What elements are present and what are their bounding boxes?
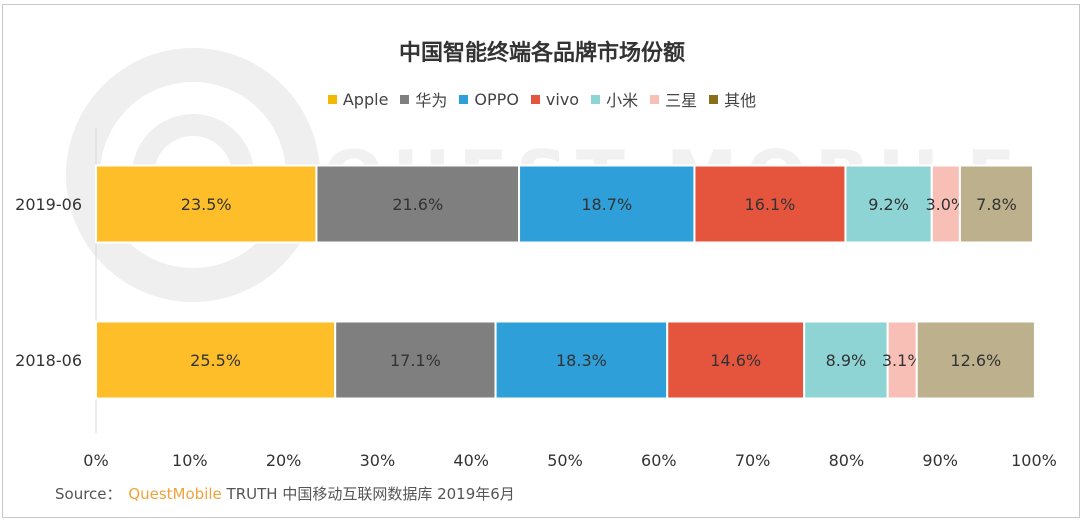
data-label: 18.7% bbox=[581, 195, 632, 214]
legend-item: 华为 bbox=[400, 87, 447, 111]
source-brand: QuestMobile bbox=[128, 485, 222, 503]
source-prefix: Source： bbox=[55, 485, 122, 503]
chart-plot: 23.5% 21.6% 18.7% 16.1% 9.2% 3.0% 7.8% 2019-06 2… bbox=[15, 128, 1057, 470]
source-note: Source： QuestMobile TRUTH 中国移动互联网数据库 201… bbox=[55, 483, 515, 504]
x-tick-label: 50% bbox=[547, 451, 583, 470]
legend-label: 三星 bbox=[665, 91, 698, 110]
x-tick-label: 40% bbox=[453, 451, 489, 470]
chart-legend: Apple 华为 OPPO vivo 小米 三星 其他 bbox=[3, 87, 1081, 111]
bar-segment bbox=[930, 164, 961, 244]
bar-segment bbox=[315, 164, 521, 244]
data-label: 17.1% bbox=[390, 351, 441, 370]
legend-label: Apple bbox=[342, 89, 389, 109]
bar-segment bbox=[915, 320, 1036, 400]
data-label: 3.1% bbox=[882, 351, 923, 370]
data-label: 21.6% bbox=[392, 195, 443, 214]
x-tick-label: 70% bbox=[735, 451, 771, 470]
x-tick-label: 100% bbox=[1011, 451, 1057, 470]
legend-item: 三星 bbox=[650, 87, 697, 111]
bar-segment bbox=[334, 320, 497, 400]
chart-title: 中国智能终端各品牌市场份额 bbox=[398, 41, 685, 66]
data-label: 18.3% bbox=[556, 351, 607, 370]
bar-segment bbox=[844, 164, 933, 244]
legend-swatch bbox=[650, 94, 660, 104]
legend-item: Apple bbox=[327, 87, 389, 111]
source-rest: TRUTH 中国移动互联网数据库 2019年6月 bbox=[226, 485, 515, 503]
legend-item: 小米 bbox=[591, 87, 638, 111]
data-label: 12.6% bbox=[950, 351, 1001, 370]
bar-segment bbox=[95, 320, 337, 400]
legend-item: OPPO bbox=[459, 87, 519, 111]
data-label: 23.5% bbox=[181, 195, 232, 214]
bar-segment bbox=[518, 164, 696, 244]
legend-swatch bbox=[327, 94, 337, 104]
legend-swatch bbox=[709, 94, 719, 104]
legend-item: vivo bbox=[530, 87, 580, 111]
legend-item: 其他 bbox=[709, 87, 756, 111]
bar-segment bbox=[803, 320, 889, 400]
legend-swatch bbox=[530, 94, 540, 104]
data-label: 3.0% bbox=[925, 195, 966, 214]
legend-swatch bbox=[400, 94, 410, 104]
category-label: 2019-06 bbox=[15, 195, 82, 214]
x-tick-label: 0% bbox=[83, 451, 108, 470]
bar-segment bbox=[95, 164, 318, 244]
data-label: 14.6% bbox=[710, 351, 761, 370]
legend-label: 其他 bbox=[724, 91, 757, 110]
x-tick-label: 80% bbox=[829, 451, 865, 470]
x-tick-label: 30% bbox=[360, 451, 396, 470]
legend-swatch bbox=[591, 94, 601, 104]
legend-label: vivo bbox=[545, 89, 580, 109]
data-label: 25.5% bbox=[190, 351, 241, 370]
legend-label: 小米 bbox=[606, 91, 639, 110]
x-tick-label: 90% bbox=[922, 451, 958, 470]
legend-swatch bbox=[459, 94, 469, 104]
data-label: 16.1% bbox=[745, 195, 796, 214]
x-tick-label: 10% bbox=[172, 451, 208, 470]
data-label: 7.8% bbox=[976, 195, 1017, 214]
bar-segment bbox=[958, 164, 1035, 244]
data-label: 8.9% bbox=[826, 351, 867, 370]
bar-segment bbox=[886, 320, 918, 400]
data-label: 9.2% bbox=[868, 195, 909, 214]
bar-segment bbox=[693, 164, 847, 244]
bar-segment bbox=[666, 320, 806, 400]
legend-label: OPPO bbox=[474, 89, 519, 109]
chart-frame: QUEST MOBILE 中国智能终端各品牌市场份额 Apple华为OPPOvi… bbox=[2, 4, 1080, 518]
x-tick-label: 20% bbox=[266, 451, 302, 470]
legend-label: 华为 bbox=[415, 91, 448, 110]
bar-segment bbox=[494, 320, 669, 400]
category-label: 2018-06 bbox=[15, 351, 82, 370]
x-tick-label: 60% bbox=[641, 451, 677, 470]
